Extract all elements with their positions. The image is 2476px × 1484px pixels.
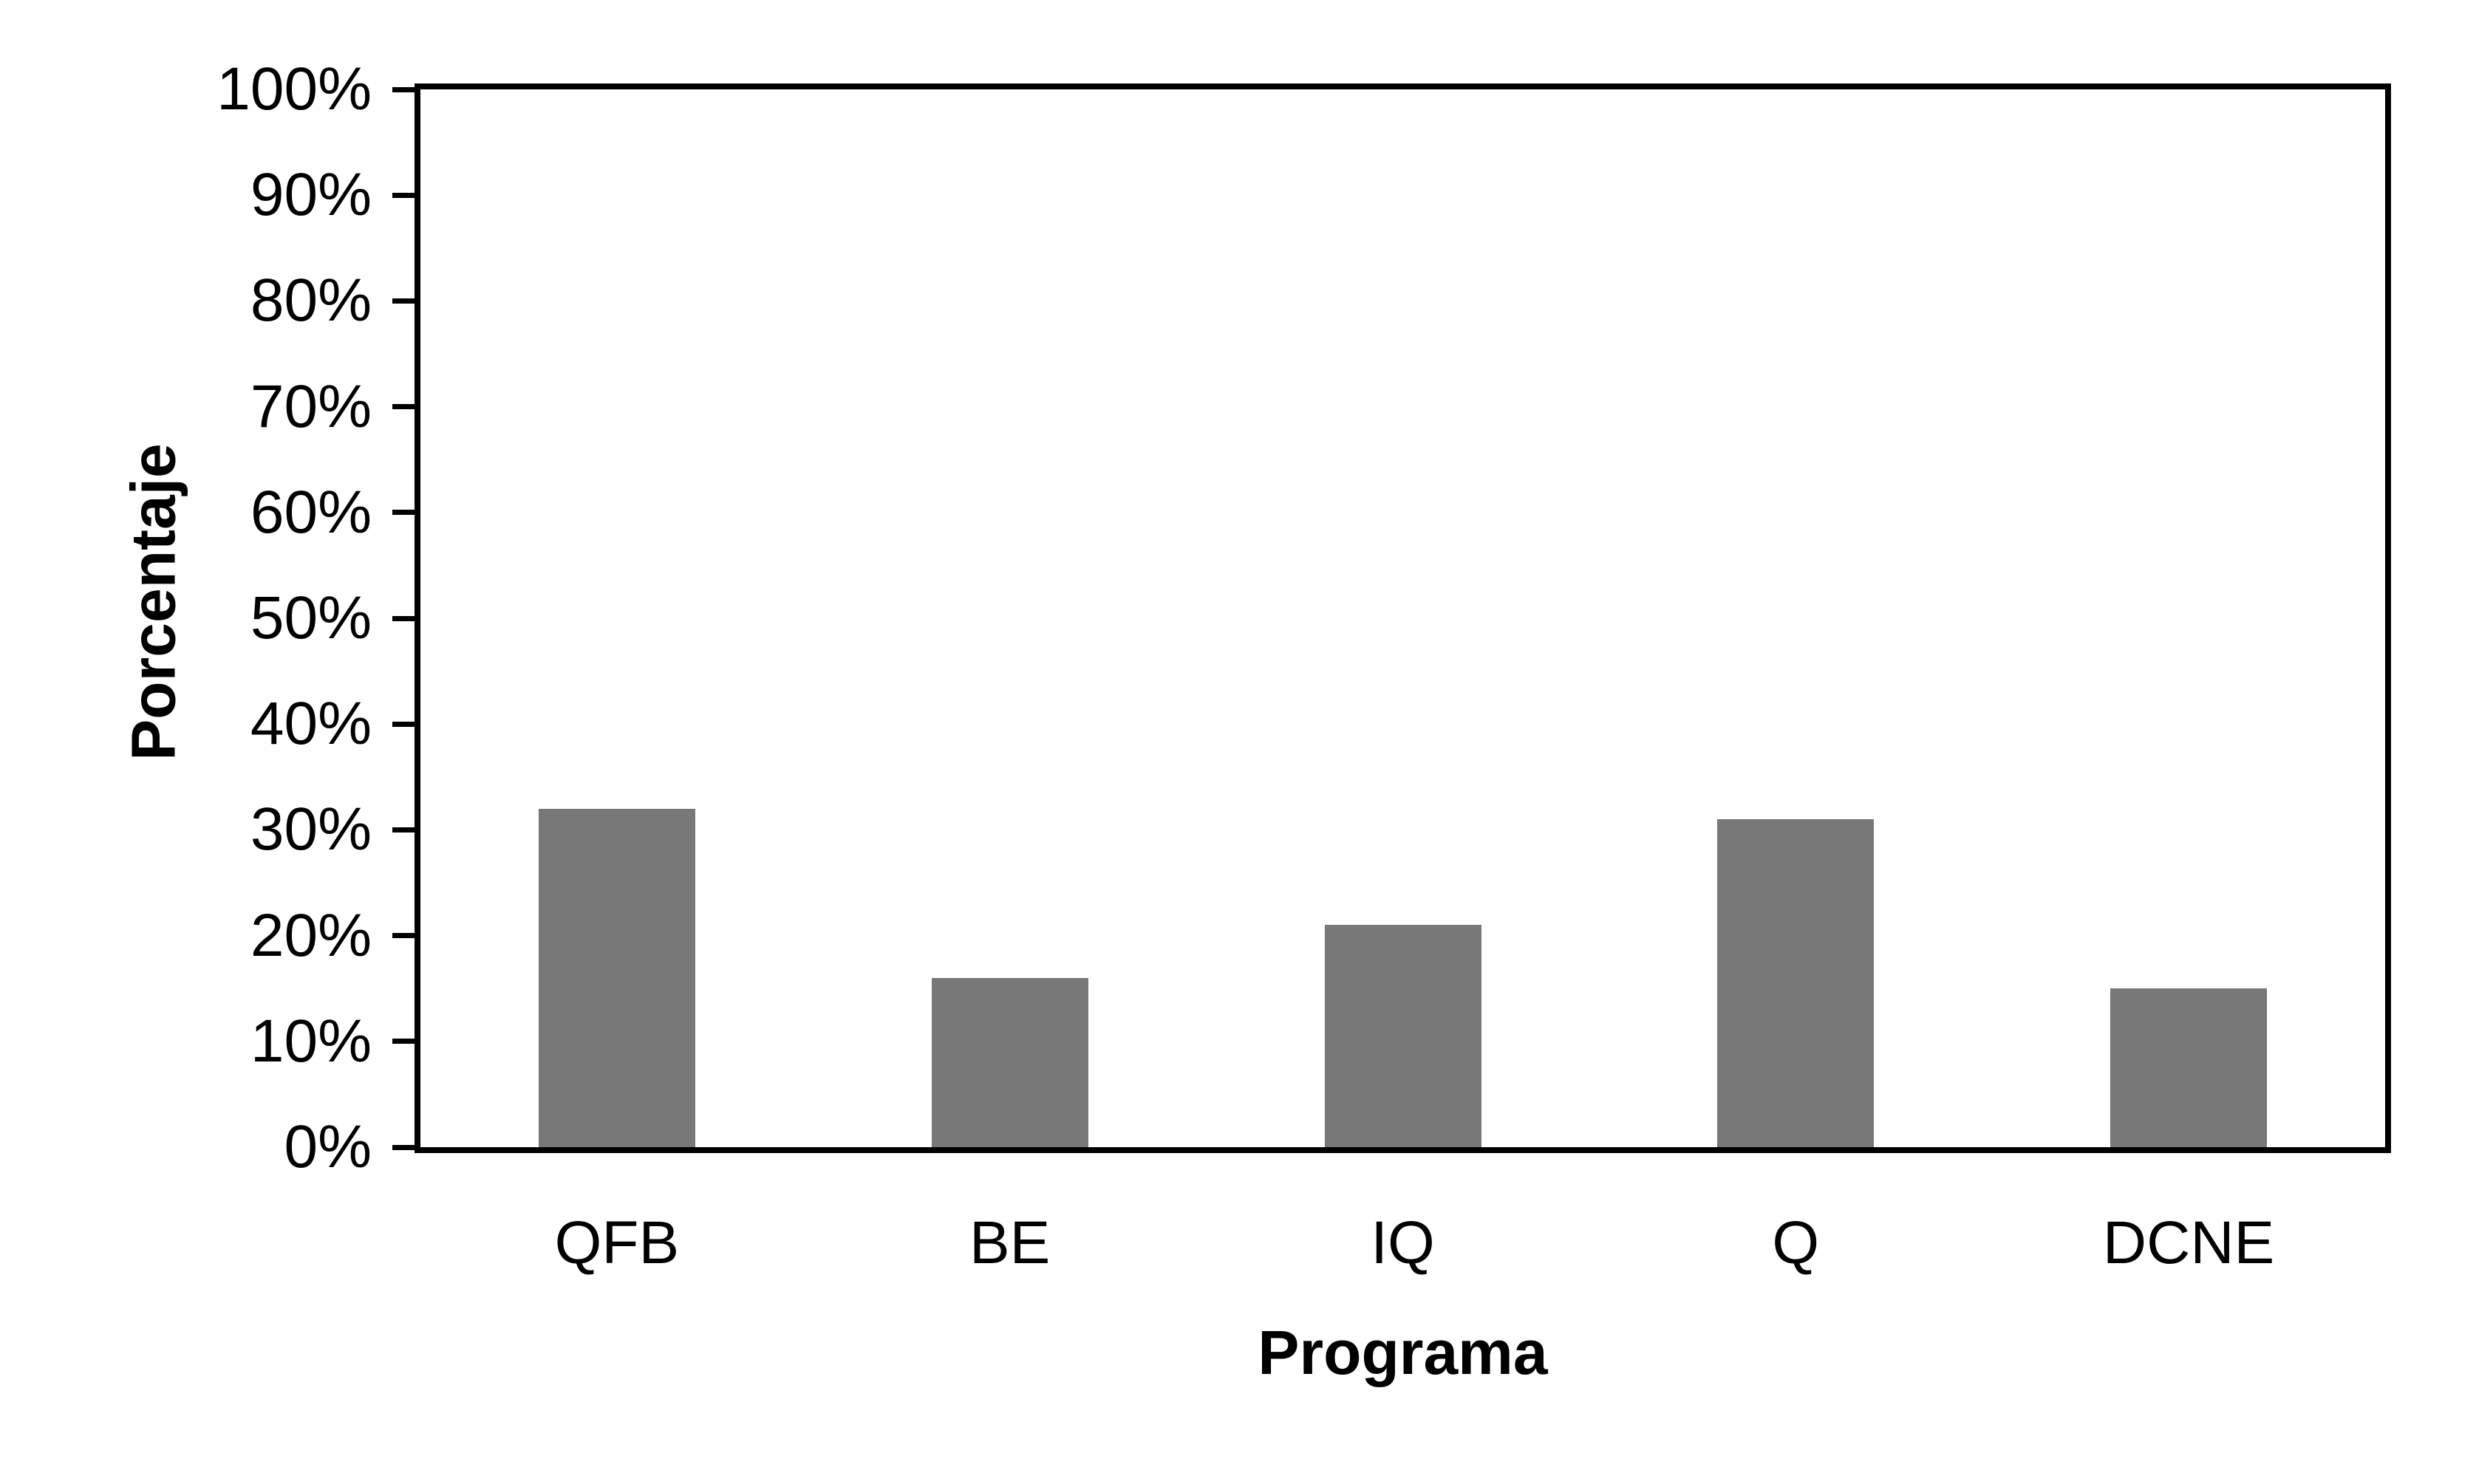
y-tick-label: 40% (250, 690, 372, 758)
y-tick-label: 100% (216, 55, 372, 123)
y-tick-label: 60% (250, 478, 372, 546)
y-tick-mark (392, 404, 415, 410)
y-tick-mark (392, 721, 415, 727)
y-tick-mark (392, 510, 415, 516)
y-tick-label: 70% (250, 372, 372, 440)
x-category-label: DCNE (2102, 1209, 2275, 1276)
y-tick-label: 0% (284, 1113, 372, 1180)
y-tick-label: 20% (250, 901, 372, 969)
x-category-label: IQ (1371, 1209, 1435, 1276)
y-tick-mark (392, 1144, 415, 1150)
bar-iq (1324, 925, 1481, 1147)
y-tick-mark (392, 86, 415, 92)
y-tick-label: 50% (250, 584, 372, 652)
y-tick-mark (392, 827, 415, 832)
y-tick-mark (392, 1039, 415, 1044)
y-tick-label: 90% (250, 161, 372, 229)
x-category-label: Q (1772, 1209, 1820, 1276)
y-tick-label: 30% (250, 796, 372, 864)
x-category-label: QFB (554, 1209, 680, 1276)
x-axis-title: Programa (1258, 1318, 1548, 1387)
bar-qfb (538, 808, 695, 1147)
y-tick-label: 80% (250, 267, 372, 335)
y-tick-mark (392, 615, 415, 621)
y-tick-label: 10% (250, 1007, 372, 1075)
y-tick-mark (392, 933, 415, 939)
y-tick-mark (392, 192, 415, 198)
y-tick-mark (392, 298, 415, 304)
bar-be (931, 977, 1088, 1147)
bar-dcne (2110, 988, 2268, 1147)
bar-q (1717, 819, 1875, 1147)
x-category-label: BE (969, 1209, 1051, 1276)
